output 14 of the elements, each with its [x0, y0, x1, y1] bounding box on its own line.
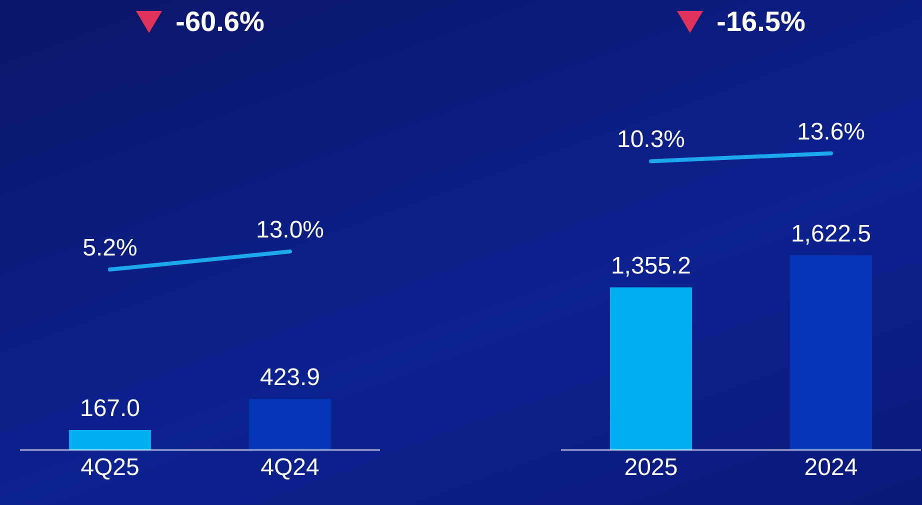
annotation: -60.6%	[176, 6, 264, 38]
data-label: 13.6%	[796, 118, 866, 146]
x-tick-label: 2025	[624, 454, 678, 482]
x-tick-label: 4Q25	[80, 454, 140, 482]
data-label: 5.2%	[82, 234, 138, 262]
data-label: 167.0	[80, 394, 140, 422]
data-label: 1,622.5	[790, 220, 872, 248]
data-label: 423.9	[260, 364, 320, 392]
data-label: 10.3%	[616, 126, 686, 154]
data-label: 1,355.2	[610, 252, 692, 280]
x-tick-label: 2024	[804, 454, 858, 482]
x-tick-label: 4Q24	[260, 454, 320, 482]
annotation: -16.5%	[716, 6, 806, 38]
data-label: 13.0%	[256, 216, 324, 244]
